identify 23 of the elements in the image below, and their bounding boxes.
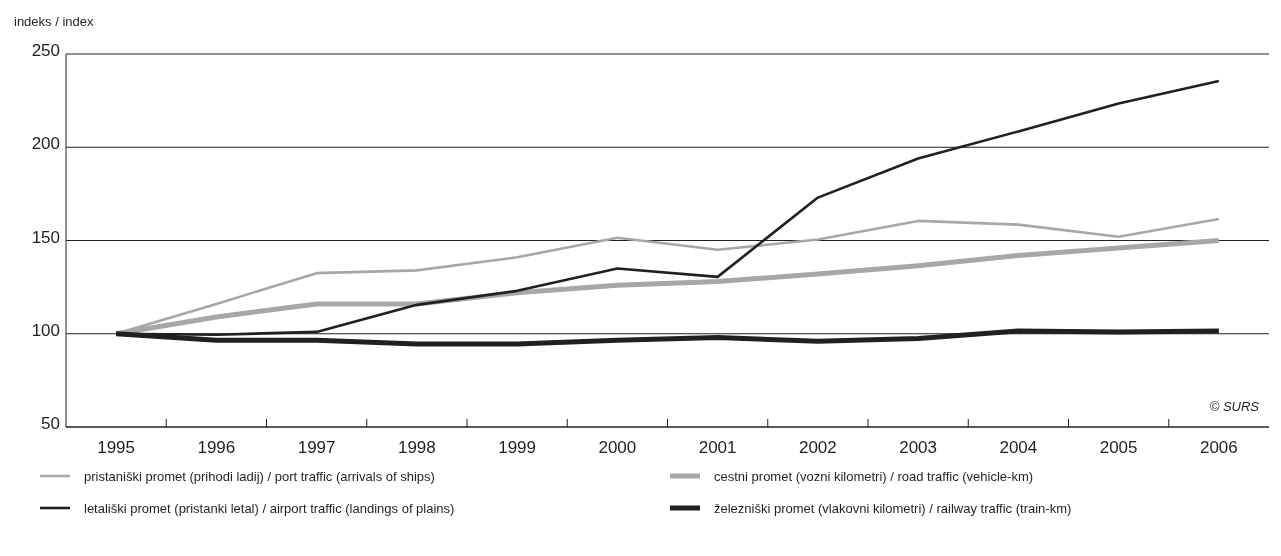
legend-label: železniški promet (vlakovni kilometri) / railway traffic (train-km) <box>714 501 1072 516</box>
y-tick-label: 250 <box>31 41 60 60</box>
legend-label: letališki promet (pristanki letal) / airport traffic (landings of plains) <box>84 501 455 516</box>
x-tick-label: 1997 <box>297 438 336 457</box>
legend-label: pristaniški promet (prihodi ladij) / port traffic (arrivals of ships) <box>84 469 435 484</box>
legend-label: cestni promet (vozni kilometri) / road traffic (vehicle-km) <box>714 469 1034 484</box>
y-axis-title: indeks / index <box>14 14 94 29</box>
x-tick-label: 2006 <box>1199 438 1238 457</box>
x-tick-label: 1999 <box>498 438 537 457</box>
y-tick-label: 50 <box>41 414 60 433</box>
annotation: © SURS <box>1209 399 1260 414</box>
x-tick-label: 1998 <box>397 438 436 457</box>
y-tick-label: 100 <box>31 320 60 340</box>
x-tick-label: 2002 <box>798 438 837 457</box>
x-tick-label: 2004 <box>999 438 1038 457</box>
x-tick-label: 2005 <box>1099 438 1138 457</box>
x-tick-label: 2000 <box>598 438 637 457</box>
x-tick-label: 2003 <box>899 438 938 457</box>
x-tick-label: 1996 <box>197 438 236 457</box>
y-tick-label: 150 <box>31 227 60 247</box>
y-tick-label: 200 <box>31 134 60 154</box>
x-tick-label: 1995 <box>97 438 136 457</box>
x-tick-label: 2001 <box>698 438 737 457</box>
